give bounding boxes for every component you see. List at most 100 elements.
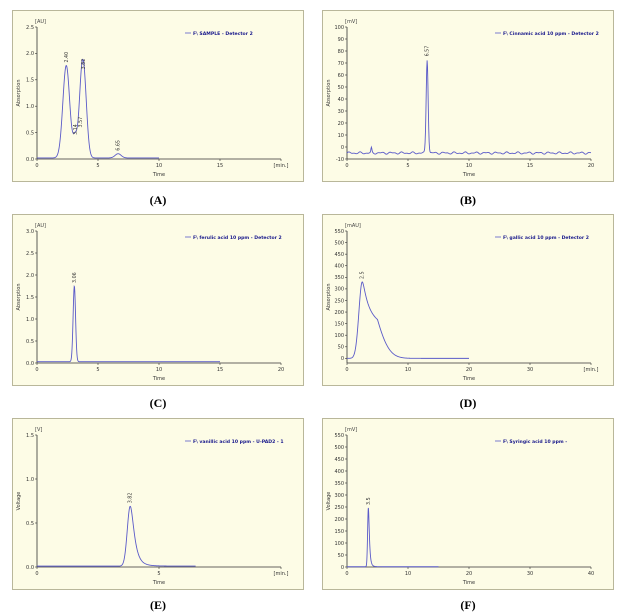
y-tick-label: 250	[334, 298, 344, 304]
caption-f: (F)	[460, 598, 476, 612]
y-unit-label: [V]	[35, 427, 42, 433]
x-tick-label: 0	[345, 163, 348, 169]
caption-a: (A)	[149, 193, 167, 207]
y-tick-label: 50	[338, 345, 344, 351]
x-axis-title: Time	[462, 580, 475, 586]
y-tick-label: 1.0	[26, 317, 34, 323]
x-tick-label: 0	[35, 367, 38, 373]
y-tick-label: 100	[334, 333, 344, 339]
y-tick-label: 3.0	[26, 229, 34, 235]
y-tick-label: 2.5	[26, 25, 34, 31]
y-tick-label: 0	[341, 356, 344, 362]
y-unit-label: [mV]	[345, 427, 357, 433]
y-tick-label: 350	[334, 275, 344, 281]
y-tick-label: 70	[338, 61, 344, 67]
x-tick-label: 20	[466, 367, 472, 373]
x-axis-title: Time	[152, 172, 165, 178]
y-tick-label: 300	[334, 493, 344, 499]
y-tick-label: 250	[334, 505, 344, 511]
y-tick-label: 200	[334, 517, 344, 523]
y-unit-label: [AU]	[35, 223, 46, 229]
y-tick-label: 1.0	[26, 477, 34, 483]
y-tick-label: 60	[338, 73, 344, 79]
y-tick-label: 1.0	[26, 104, 34, 110]
y-axis-title: Absorption	[16, 79, 22, 106]
x-tick-label: 0	[345, 571, 348, 577]
x-tick-label: 20	[588, 163, 594, 169]
y-tick-label: 350	[334, 481, 344, 487]
caption-d: (D)	[459, 396, 477, 410]
y-tick-label: 0.5	[26, 339, 34, 345]
y-unit-label: [mAU]	[345, 223, 361, 229]
peak-label: 6.65	[116, 140, 122, 151]
y-tick-label: 50	[338, 553, 344, 559]
y-tick-label: 550	[334, 229, 344, 235]
y-tick-label: -10	[336, 157, 344, 163]
peak-label: 6.57	[425, 46, 431, 57]
legend-label: F\ Cinnamic acid 10 ppm - Detector 2	[503, 31, 599, 37]
peak-label: 3.5	[366, 497, 372, 505]
y-tick-label: 50	[338, 85, 344, 91]
x-tick-label: 10	[156, 163, 162, 169]
peak-label: 2.5	[360, 271, 366, 279]
x-tick-label: 15	[217, 163, 223, 169]
x-tick-label: 10	[405, 367, 411, 373]
x-tick-label: 30	[527, 367, 533, 373]
x-tick-label: 10	[466, 163, 472, 169]
x-tick-label: [min.]	[274, 163, 289, 169]
y-tick-label: 450	[334, 252, 344, 258]
y-axis-title: Absorption	[326, 283, 332, 310]
x-tick-label: 0	[345, 367, 348, 373]
y-tick-label: 0.0	[26, 157, 34, 163]
legend-label: F\ gallic acid 10 ppm - Detector 2	[503, 235, 589, 241]
peak-label: 3.82	[128, 493, 134, 504]
x-tick-label: 20	[466, 571, 472, 577]
y-tick-label: 0	[341, 565, 344, 571]
caption-c: (C)	[149, 396, 167, 410]
x-tick-label: 40	[588, 571, 594, 577]
x-tick-label: 0	[35, 163, 38, 169]
chart-svg-a: [AU] 0.0 0.5 1.0 1.5 2.0 2.5 0 5 10 15 [min.] Time Ab…	[16, 19, 289, 178]
x-axis-title: Time	[152, 376, 165, 382]
y-tick-label: 100	[334, 25, 344, 31]
y-tick-label: 0.5	[26, 521, 34, 527]
y-tick-label: 550	[334, 433, 344, 439]
peak-label: 3.14	[73, 124, 79, 135]
x-tick-label: 5	[96, 367, 99, 373]
peak-label: 3.06	[72, 272, 78, 283]
chart-svg-f: [mV] 0 50 100 150 200 250 300 350 400 450 500 550 0 10…	[326, 427, 594, 586]
x-tick-label: 15	[217, 367, 223, 373]
chromatogram-trace	[346, 60, 592, 155]
y-unit-label: [mV]	[345, 19, 357, 25]
chromatogram-trace	[347, 507, 439, 568]
x-tick-label: [min.]	[584, 367, 599, 373]
chart-panel-d: [mAU] 0 50 100 150 200 250 300 350 400 450 500 550 0 1…	[322, 214, 614, 386]
chart-panel-c: [AU] 0.0 0.5 1.0 1.5 2.0 2.5 3.0 0 5 10 15 20 Time Abs…	[12, 214, 304, 386]
chromatogram-trace	[37, 58, 159, 159]
peak-label: 3.57	[78, 117, 84, 128]
y-tick-label: 10	[338, 133, 344, 139]
chromatogram-trace	[347, 281, 469, 359]
y-tick-label: 450	[334, 457, 344, 463]
legend-label: F\ vanillic acid 10 ppm - U-PAD2 - 1	[193, 439, 284, 445]
y-tick-label: 150	[334, 529, 344, 535]
chart-panel-f: [mV] 0 50 100 150 200 250 300 350 400 450 500 550 0 10…	[322, 418, 614, 590]
y-tick-label: 40	[338, 97, 344, 103]
y-axis-title: Absorption	[16, 283, 22, 310]
y-tick-label: 2.5	[26, 251, 34, 257]
y-tick-label: 2.0	[26, 273, 34, 279]
y-tick-label: 400	[334, 264, 344, 270]
chart-svg-c: [AU] 0.0 0.5 1.0 1.5 2.0 2.5 3.0 0 5 10 15 20 Time Abs…	[16, 223, 284, 382]
x-axis-title: Time	[462, 172, 475, 178]
x-tick-label: 10	[156, 367, 162, 373]
y-tick-label: 200	[334, 310, 344, 316]
legend-label: F\ ferulic acid 10 ppm - Detector 2	[193, 235, 282, 241]
x-tick-label: 5	[96, 163, 99, 169]
y-axis-title: Voltage	[326, 492, 332, 511]
y-tick-label: 300	[334, 287, 344, 293]
y-axis-title: Voltage	[16, 492, 22, 511]
y-tick-label: 400	[334, 469, 344, 475]
y-axis-title: Absorption	[326, 79, 332, 106]
y-tick-label: 0.5	[26, 130, 34, 136]
caption-b: (B)	[460, 193, 476, 207]
